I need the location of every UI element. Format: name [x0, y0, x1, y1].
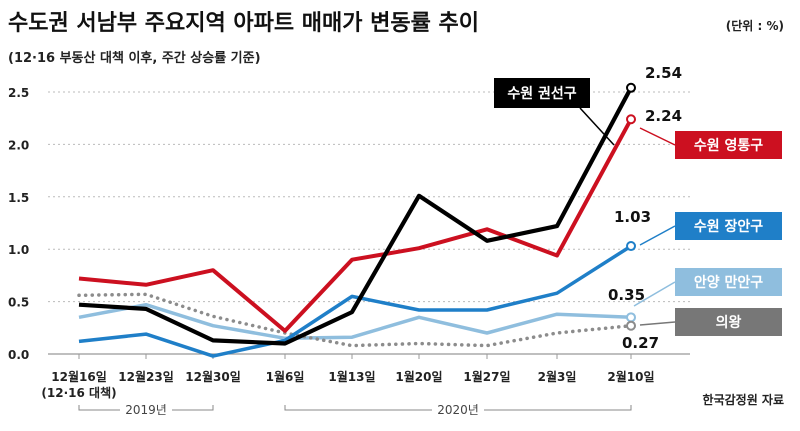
x-axis-ticks: 12월16일 12월23일 12월30일 1월6일 1월13일 1월20일 1월27일 2월3…	[41, 354, 655, 400]
series-line-suwon_yeongtong	[78, 118, 633, 333]
x-tick-label: 12월16일	[51, 369, 106, 384]
end-value-suwon_jangan: 1.03	[614, 208, 651, 226]
series-tag-label-suwon_gwonseon: 수원 권선구	[507, 86, 576, 102]
year-2020-label: 2020년	[437, 403, 479, 417]
series-tag-label-anyang_manan: 안양 만안구	[694, 274, 763, 291]
series-end-marker-suwon_yeongtong	[626, 114, 636, 125]
leader-line-suwon_yeongtong	[639, 127, 676, 146]
x-tick-label: 2월10일	[607, 369, 654, 384]
end-value-anyang_manan: 0.35	[608, 286, 645, 304]
y-tick-label: 1.0	[8, 243, 29, 257]
leader-line-anyang_manan	[633, 281, 676, 307]
chart-title: 수도권 서남부 주요지역 아파트 매매가 변동률 추이	[8, 11, 479, 36]
leader-line-suwon_jangan	[639, 225, 676, 246]
x-tick-label: 1월13일	[328, 369, 375, 384]
y-axis-ticks: 0.0 0.5 1.0 1.5 2.0 2.5	[8, 86, 29, 362]
series-line-anyang_manan	[78, 302, 632, 341]
y-tick-label: 0.5	[8, 296, 29, 310]
series-line-uiwang	[77, 292, 633, 348]
x-tick-label: 2월3일	[538, 369, 577, 384]
x-tick-label: 1월20일	[395, 369, 442, 384]
label-leader-lines	[579, 107, 676, 326]
series-end-marker-anyang_manan	[626, 312, 636, 323]
series-lines	[77, 82, 636, 358]
series-line-suwon_jangan	[78, 244, 632, 358]
x-tick-label: 12월30일	[185, 369, 240, 384]
year-2019-right	[172, 405, 214, 411]
series-tag-label-uiwang: 의왕	[716, 314, 742, 331]
end-value-suwon_gwonseon: 2.54	[645, 64, 682, 82]
y-tick-label: 2.0	[8, 138, 29, 152]
year-2019-left	[78, 405, 120, 411]
x-tick-label: 1월6일	[266, 369, 305, 384]
series-tag-label-suwon_jangan: 수원 장안구	[694, 218, 763, 235]
series-tag-suwon_yeongtong	[675, 131, 782, 159]
series-end-marker-suwon_jangan	[626, 241, 636, 252]
x-tick-label: 12월23일	[118, 369, 173, 384]
series-tag-anyang_manan	[675, 268, 782, 296]
year-2020-right	[484, 405, 632, 411]
series-tag-label-suwon_yeongtong: 수원 영통구	[694, 137, 763, 154]
series-tag-suwon_gwonseon	[494, 78, 590, 108]
series-end-marker-uiwang	[626, 320, 636, 331]
series-tag-suwon_jangan	[675, 212, 782, 240]
source-label: 한국감정원 자료	[703, 392, 784, 407]
series-end-marker-suwon_gwonseon	[626, 82, 636, 93]
year-2020-left	[284, 405, 432, 411]
y-tick-label: 1.5	[8, 191, 29, 205]
unit-label: (단위 : %)	[726, 18, 784, 33]
series-tag-uiwang	[675, 308, 782, 336]
end-value-suwon_yeongtong: 2.24	[645, 107, 682, 125]
leader-line-uiwang	[639, 321, 676, 326]
gridlines	[48, 91, 690, 355]
leader-line-suwon_gwonseon	[579, 107, 615, 146]
y-tick-label: 2.5	[8, 86, 29, 100]
x-tick-label: 1월27일	[463, 369, 510, 384]
chart-subtitle: (12·16 부동산 대책 이후, 주간 상승률 기준)	[8, 50, 261, 66]
end-value-uiwang: 0.27	[622, 334, 659, 352]
year-brackets: 2019년 2020년	[78, 403, 632, 417]
x-tick-note: (12·16 대책)	[41, 385, 116, 400]
end-value-labels: 2.54 2.24 1.03 0.35 0.27	[608, 64, 682, 352]
y-tick-label: 0.0	[8, 348, 29, 362]
series-line-suwon_gwonseon	[78, 86, 633, 346]
year-2019-label: 2019년	[125, 403, 167, 417]
